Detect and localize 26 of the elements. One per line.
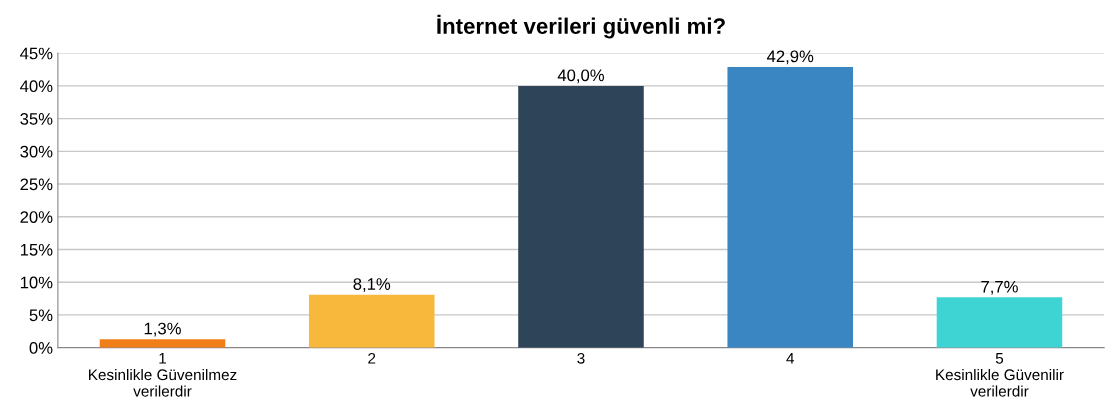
bar [99,339,226,348]
bar [518,85,644,348]
data-label: 7,7% [981,280,1018,295]
data-label: 40,0% [557,69,605,84]
x-tick-label: 4 [786,353,795,364]
x-tick-label: 3 [577,352,585,364]
y-tick-label: 30% [20,145,53,158]
y-tick-label: 15% [20,243,53,256]
bar [936,297,1063,348]
y-tick-label: 40% [20,80,53,93]
y-tick-label: 10% [20,276,53,289]
chart-title: İnternet verileri güvenli mi? [437,14,725,39]
bar [727,66,853,348]
x-tick-label: 5 Kesinlikle Güvenilir verilerdir [936,353,1064,397]
bar [308,294,435,348]
y-tick-label: 20% [20,211,53,223]
y-tick-label: 45% [20,47,53,60]
x-tick-label: 1 Kesinlikle Güvenilmez verilerdir [89,353,237,397]
y-tick-label: 5% [29,309,53,322]
y-tick-label: 25% [20,178,53,191]
y-tick-label: 35% [20,113,53,125]
data-label: 1,3% [144,322,181,337]
x-tick-label: 2 [368,352,376,364]
y-tick-label: 0% [29,342,53,354]
data-label: 8,1% [353,278,391,292]
data-label: 42,9% [766,50,814,65]
